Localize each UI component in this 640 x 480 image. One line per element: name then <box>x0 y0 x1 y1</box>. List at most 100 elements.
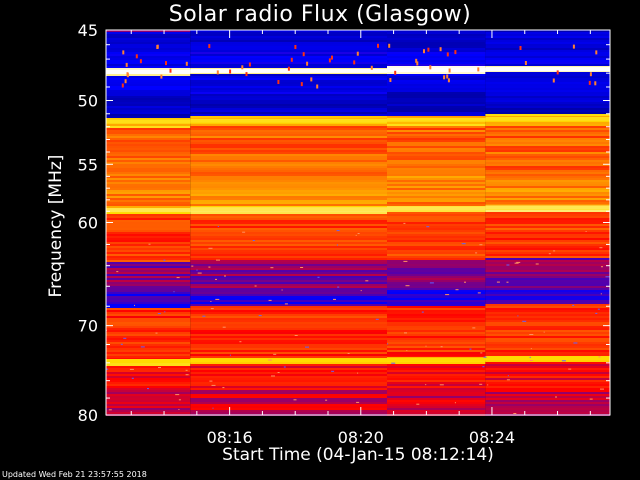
heatmap-row <box>106 68 191 70</box>
emission-speckle <box>258 315 262 317</box>
emission-speckle <box>336 230 340 232</box>
heatmap-row <box>190 276 387 278</box>
heatmap-row <box>190 372 387 374</box>
emission-speckle <box>139 59 142 64</box>
emission-speckle <box>416 61 419 66</box>
heatmap-row <box>485 396 610 398</box>
heatmap-row <box>106 88 191 90</box>
heatmap-row <box>106 116 191 118</box>
heatmap-row <box>387 106 486 108</box>
heatmap-row <box>485 78 610 80</box>
heatmap-row <box>387 196 486 198</box>
heatmap-row <box>485 398 610 400</box>
emission-speckle <box>163 259 166 261</box>
heatmap-row <box>106 238 191 240</box>
heatmap-row <box>190 108 387 110</box>
heatmap-row <box>485 256 610 258</box>
heatmap-row <box>485 142 610 144</box>
emission-speckle <box>165 61 167 66</box>
heatmap-row <box>106 106 191 108</box>
heatmap-row <box>106 234 191 236</box>
emission-speckle <box>135 54 138 59</box>
heatmap-row <box>106 96 191 98</box>
heatmap-row <box>387 234 486 236</box>
heatmap-row <box>106 212 191 214</box>
emission-speckle <box>605 276 610 278</box>
emission-speckle <box>585 231 587 232</box>
heatmap-row <box>106 56 191 58</box>
heatmap-row <box>485 332 610 334</box>
emission-speckle <box>588 80 591 85</box>
heatmap-row <box>485 110 610 112</box>
emission-speckle <box>241 65 244 70</box>
emission-speckle <box>469 348 472 350</box>
emission-speckle <box>555 396 557 398</box>
heatmap-row <box>190 92 387 94</box>
heatmap-row <box>106 102 191 104</box>
emission-speckle <box>124 79 127 84</box>
emission-speckle <box>530 348 532 350</box>
heatmap-row <box>485 164 610 166</box>
emission-speckle <box>506 379 510 381</box>
emission-speckle <box>281 289 283 291</box>
heatmap-row <box>106 40 191 42</box>
heatmap-row <box>190 338 387 340</box>
emission-speckle <box>425 345 427 347</box>
heatmap-row <box>106 382 191 384</box>
emission-speckle <box>300 82 303 87</box>
heatmap-row <box>190 382 387 384</box>
heatmap-row <box>485 220 610 222</box>
heatmap-row <box>190 212 387 214</box>
emission-speckle <box>173 291 175 293</box>
heatmap-row <box>387 130 486 132</box>
emission-speckle <box>446 74 449 79</box>
emission-speckle <box>331 370 335 372</box>
emission-speckle <box>252 240 255 241</box>
heatmap-row <box>106 184 191 186</box>
emission-speckle <box>426 226 430 228</box>
emission-speckle <box>357 233 360 234</box>
heatmap-row <box>190 64 387 66</box>
heatmap-row <box>190 304 387 306</box>
heatmap-row <box>387 84 486 86</box>
heatmap-row <box>190 76 387 78</box>
heatmap-row <box>190 36 387 38</box>
heatmap-row <box>190 174 387 176</box>
heatmap-row <box>106 228 191 230</box>
heatmap-row <box>387 276 486 278</box>
emission-speckle <box>155 332 158 334</box>
heatmap-row <box>106 352 191 354</box>
heatmap-row <box>190 348 387 350</box>
heatmap-row <box>387 194 486 196</box>
heatmap-row <box>190 110 387 112</box>
heatmap-row <box>387 150 486 152</box>
emission-speckle <box>517 315 519 317</box>
bright-emission-line <box>106 208 191 213</box>
heatmap-row <box>387 46 486 48</box>
emission-speckle <box>455 289 459 291</box>
heatmap-row <box>190 388 387 390</box>
emission-speckle <box>211 384 216 386</box>
emission-speckle <box>287 66 290 71</box>
heatmap-row <box>106 310 191 312</box>
heatmap-row <box>485 268 610 270</box>
heatmap-row <box>387 254 486 256</box>
heatmap-row <box>387 270 486 272</box>
heatmap-row <box>485 238 610 240</box>
heatmap-row <box>485 294 610 296</box>
emission-speckle <box>529 356 531 358</box>
heatmap-row <box>190 298 387 300</box>
heatmap-row <box>190 386 387 388</box>
heatmap-row <box>106 330 191 332</box>
heatmap-row <box>387 388 486 390</box>
heatmap-row <box>387 250 486 252</box>
emission-speckle <box>229 354 231 356</box>
updated-timestamp: Updated Wed Feb 21 23:57:55 2018 <box>2 470 147 479</box>
heatmap-row <box>190 374 387 376</box>
emission-speckle <box>440 346 443 348</box>
heatmap-row <box>190 72 387 74</box>
heatmap-row <box>106 130 191 132</box>
heatmap-row <box>387 160 486 162</box>
emission-speckle <box>185 61 188 66</box>
heatmap-row <box>387 124 486 126</box>
